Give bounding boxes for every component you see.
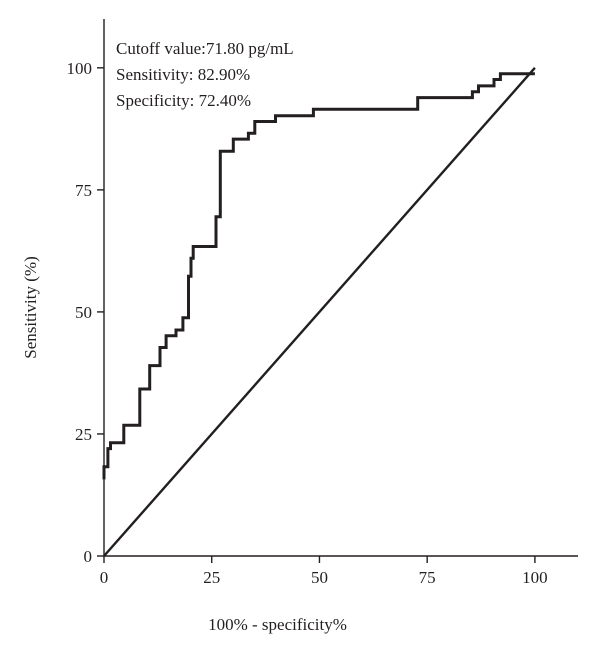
y-tick-label: 25 xyxy=(75,425,92,444)
roc-curve-line xyxy=(102,72,535,480)
annotation-line: Specificity: 72.40% xyxy=(116,91,251,110)
y-tick-label: 50 xyxy=(75,303,92,322)
annotation-line: Sensitivity: 82.90% xyxy=(116,65,250,84)
x-tick-label: 100 xyxy=(522,568,548,587)
y-axis-title: Sensitivity (%) xyxy=(21,256,40,358)
x-tick-label: 0 xyxy=(100,568,109,587)
x-tick-label: 25 xyxy=(203,568,220,587)
ticks: 0 25 50 75 100 0 25 50 75 100 xyxy=(67,59,548,587)
annotation-layer: Cutoff value:71.80 pg/mL Sensitivity: 82.… xyxy=(116,39,294,110)
y-tick-label: 0 xyxy=(84,547,93,566)
annotation-line: Cutoff value:71.80 pg/mL xyxy=(116,39,294,58)
y-tick-label: 100 xyxy=(67,59,93,78)
y-tick-label: 75 xyxy=(75,181,92,200)
x-tick-label: 50 xyxy=(311,568,328,587)
x-axis-title: 100% - specificity% xyxy=(208,615,347,634)
reference-diagonal-line xyxy=(103,67,536,557)
series-layer xyxy=(102,67,536,557)
x-tick-label: 75 xyxy=(419,568,436,587)
